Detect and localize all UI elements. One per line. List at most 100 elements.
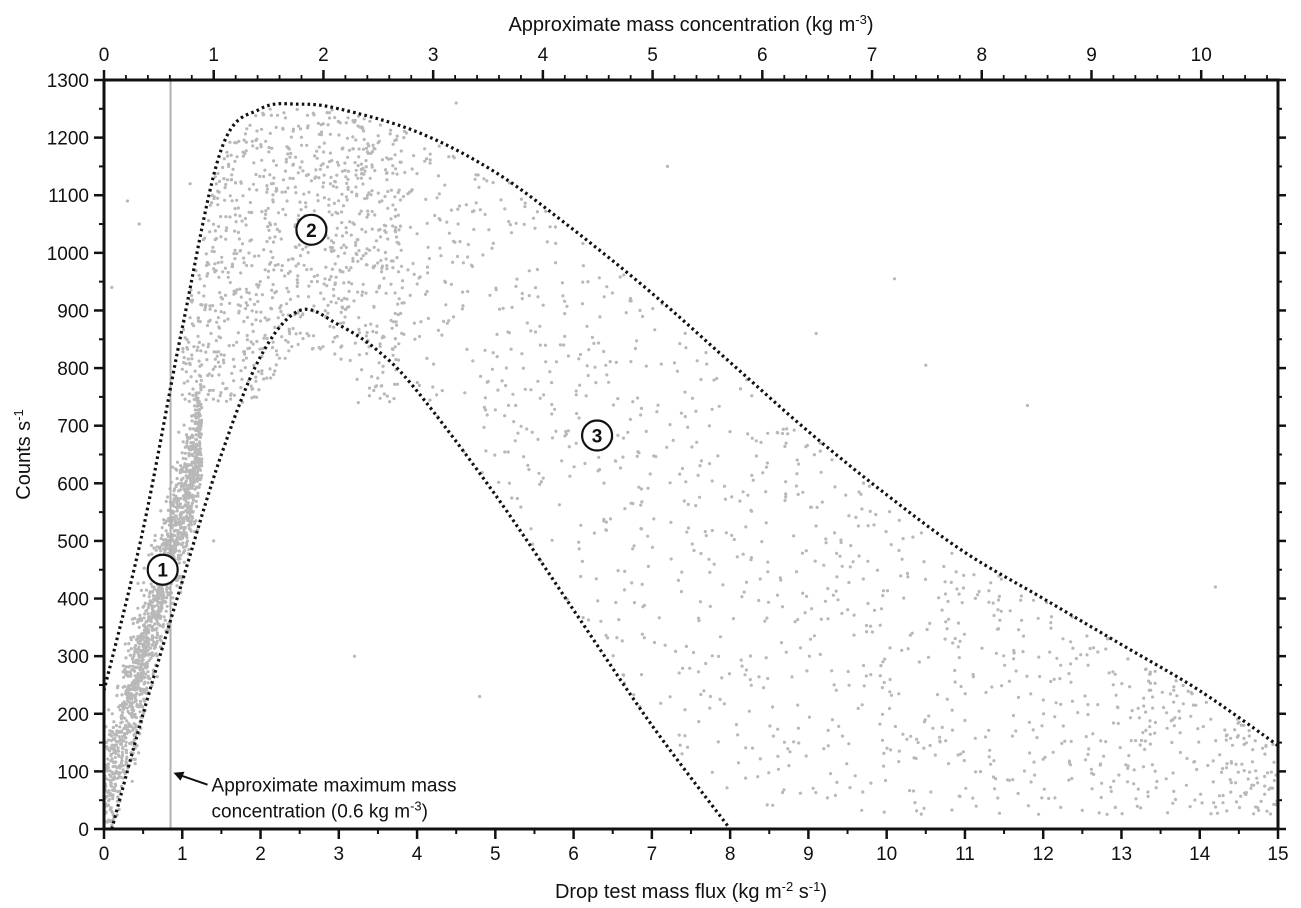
- data-point: [406, 268, 410, 272]
- data-point: [356, 164, 360, 168]
- data-point: [192, 397, 196, 401]
- data-point: [366, 209, 370, 213]
- data-point: [186, 357, 190, 361]
- data-point: [1012, 651, 1016, 655]
- data-point: [223, 266, 227, 270]
- data-point: [344, 245, 348, 249]
- data-point: [1067, 672, 1071, 676]
- data-point: [537, 471, 541, 475]
- data-point: [1022, 769, 1027, 773]
- data-point: [152, 597, 156, 601]
- data-point: [1253, 739, 1257, 743]
- data-point: [265, 239, 269, 244]
- data-point: [111, 778, 115, 782]
- data-point: [1220, 770, 1224, 775]
- data-point: [343, 251, 347, 255]
- data-point: [340, 305, 344, 309]
- data-point: [922, 560, 926, 564]
- data-point: [695, 359, 699, 363]
- data-point: [254, 293, 258, 297]
- data-point: [161, 538, 166, 542]
- data-point: [245, 303, 249, 307]
- data-point: [160, 526, 164, 530]
- data-point: [708, 570, 712, 575]
- data-point: [596, 599, 600, 603]
- data-point: [137, 705, 141, 709]
- data-point: [136, 673, 140, 677]
- data-point: [374, 384, 379, 388]
- data-point: [764, 465, 769, 469]
- data-point: [485, 413, 489, 417]
- data-point: [1178, 750, 1182, 755]
- data-point: [978, 770, 983, 774]
- data-point: [697, 720, 701, 724]
- data-point: [186, 501, 190, 505]
- data-point: [331, 340, 335, 344]
- y-tick-label: 100: [57, 762, 89, 783]
- data-point: [1089, 767, 1093, 771]
- data-point: [153, 539, 157, 543]
- data-point: [279, 237, 283, 241]
- data-point: [123, 692, 128, 696]
- data-point: [244, 223, 248, 227]
- data-point: [1037, 812, 1041, 816]
- data-point: [235, 252, 239, 256]
- data-point: [125, 199, 130, 203]
- data-point: [987, 728, 991, 732]
- data-point: [108, 778, 112, 782]
- data-point: [184, 370, 188, 374]
- data-point: [161, 625, 165, 629]
- data-point: [784, 495, 788, 499]
- data-point: [989, 581, 993, 585]
- data-point: [677, 671, 681, 675]
- data-point: [184, 362, 188, 366]
- data-point: [807, 654, 812, 658]
- data-point: [257, 388, 261, 392]
- data-point: [604, 633, 608, 638]
- data-point: [1130, 709, 1134, 713]
- data-point: [834, 688, 838, 692]
- data-point: [274, 125, 278, 129]
- data-point: [683, 734, 687, 738]
- data-point: [820, 500, 824, 504]
- data-point: [371, 265, 375, 269]
- data-point: [302, 192, 306, 196]
- data-point: [124, 656, 128, 660]
- data-point: [265, 187, 269, 191]
- data-point: [1096, 703, 1100, 707]
- data-point: [106, 757, 110, 761]
- data-point: [179, 484, 183, 488]
- data-point: [1224, 738, 1228, 742]
- data-point: [901, 732, 905, 736]
- data-point: [197, 485, 201, 489]
- data-point: [329, 249, 333, 253]
- data-point: [176, 497, 180, 501]
- data-point: [128, 653, 132, 657]
- data-point: [764, 490, 768, 494]
- data-point: [1100, 781, 1104, 785]
- data-point: [354, 168, 358, 172]
- data-point: [219, 310, 223, 314]
- data-point: [246, 347, 250, 351]
- data-point: [122, 731, 127, 736]
- data-point: [319, 291, 323, 295]
- data-point: [224, 182, 228, 187]
- data-point: [357, 316, 361, 320]
- data-point: [188, 463, 192, 467]
- data-point: [675, 369, 680, 373]
- data-point: [951, 641, 955, 645]
- data-point: [211, 397, 215, 401]
- data-point: [782, 788, 786, 792]
- data-point: [275, 227, 279, 231]
- data-point: [317, 145, 321, 149]
- data-point: [784, 441, 788, 445]
- y-tick-label: 400: [57, 590, 89, 611]
- data-point: [1021, 634, 1026, 638]
- data-point: [1111, 683, 1115, 687]
- data-point: [530, 430, 534, 434]
- data-point: [621, 436, 626, 440]
- data-point: [922, 806, 926, 810]
- data-point: [471, 359, 475, 363]
- data-point: [273, 325, 277, 329]
- data-point: [1242, 736, 1246, 741]
